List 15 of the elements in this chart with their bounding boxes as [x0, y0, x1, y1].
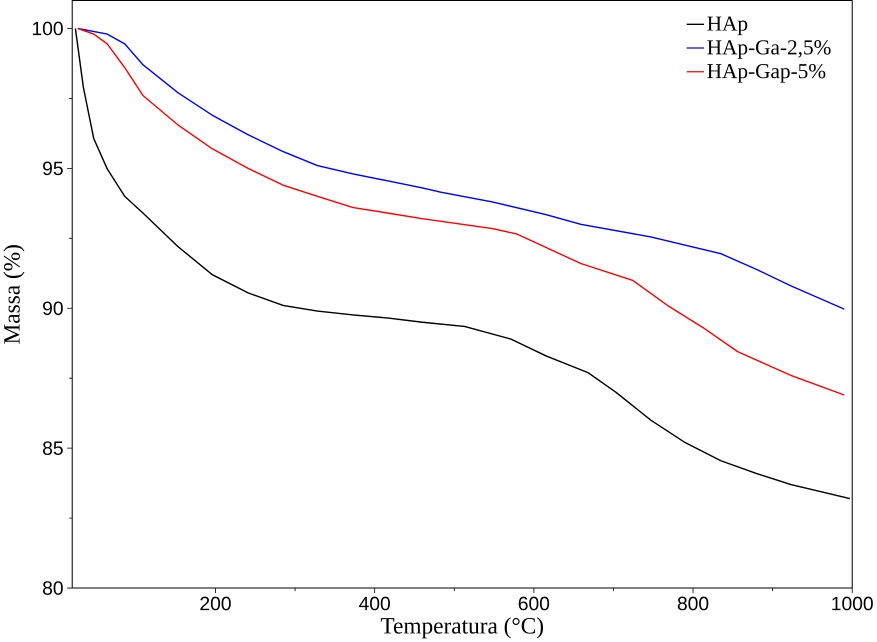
legend-label: HAp-Ga-2,5%: [707, 40, 831, 59]
x-tick-label: 1000: [832, 596, 873, 610]
legend-label: HAp: [707, 16, 748, 36]
y-tick-label: 80: [43, 581, 63, 595]
x-tick-label: 400: [359, 596, 390, 610]
x-axis-title: Temperatura (°C): [380, 617, 544, 638]
legend-label: HAp-Gap-5%: [707, 64, 826, 83]
y-axis-title: Massa (%): [3, 245, 25, 344]
y-tick-label: 90: [43, 302, 63, 316]
x-tick-label: 800: [678, 596, 708, 610]
x-tick-label: 200: [200, 596, 231, 610]
y-tick-label: 95: [43, 162, 63, 176]
y-tick-label: 85: [43, 441, 63, 456]
x-tick-label: 600: [518, 596, 550, 610]
y-tick-label: 100: [32, 22, 63, 36]
